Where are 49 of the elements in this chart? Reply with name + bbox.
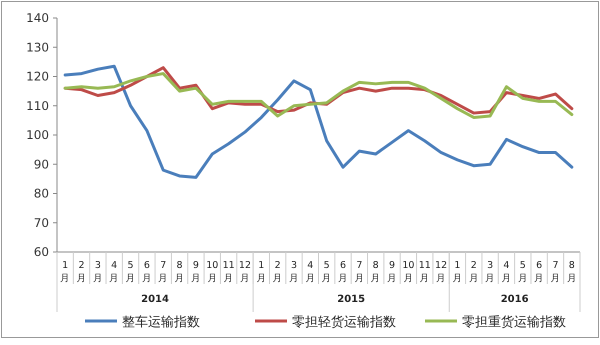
x-tick-label: 11月 [418,260,431,284]
x-tick-label: 2月 [272,260,283,284]
x-tick-label: 6月 [338,260,348,284]
x-tick-label: 10月 [402,260,414,284]
x-tick-label: 6月 [534,260,544,284]
x-tick-label: 9月 [387,260,398,284]
legend-label: 零担轻货运输指数 [292,315,396,330]
line-series [64,72,574,119]
y-tick-label: 110 [26,98,49,113]
x-tick-label: 8月 [566,260,577,284]
y-tick-label: 140 [26,11,49,25]
y-tick-label: 70 [34,216,49,230]
x-tick-label: 4月 [501,260,512,284]
y-tick-label: 100 [26,128,49,142]
x-tick-label: 3月 [485,260,496,284]
legend-label: 零担重货运输指数 [462,315,566,330]
y-tick-label: 90 [34,157,49,172]
x-tick-label: 7月 [158,260,168,284]
x-tick-label: 8月 [174,260,185,284]
x-tick-label: 6月 [142,260,152,284]
x-tick-label: 1月 [452,260,462,284]
x-tick-label: 4月 [109,260,120,284]
x-tick-label: 12月 [435,260,448,284]
x-tick-label: 5月 [518,260,528,284]
x-tick-label: 5月 [126,260,136,284]
x-tick-label: 10月 [206,260,218,284]
x-tick-label: 11月 [222,260,235,284]
x-tick-label: 1月 [256,260,266,284]
x-tick-label: 7月 [354,260,364,284]
y-tick-label: 80 [34,186,49,200]
y-tick-label: 120 [26,70,49,84]
x-tick-label: 2月 [468,260,479,284]
x-tick-label: 9月 [190,260,201,284]
x-tick-label: 2月 [76,260,87,284]
text: 2014 [141,294,170,305]
text: 2015 [337,294,366,305]
legend-label: 整车运输指数 [122,315,200,330]
x-tick-label: 3月 [288,260,299,284]
y-tick-label: 60 [34,245,49,259]
x-tick-label: 7月 [550,260,560,284]
x-tick-label: 1月 [60,260,70,284]
x-tick-label: 12月 [238,260,251,284]
x-tick-label: 4月 [305,260,316,284]
x-tick-label: 8月 [370,260,381,284]
y-tick-label: 130 [26,40,49,54]
line-series [64,64,574,179]
x-tick-label: 5月 [322,260,332,284]
x-tick-label: 3月 [92,260,103,284]
text: 2016 [500,294,529,305]
